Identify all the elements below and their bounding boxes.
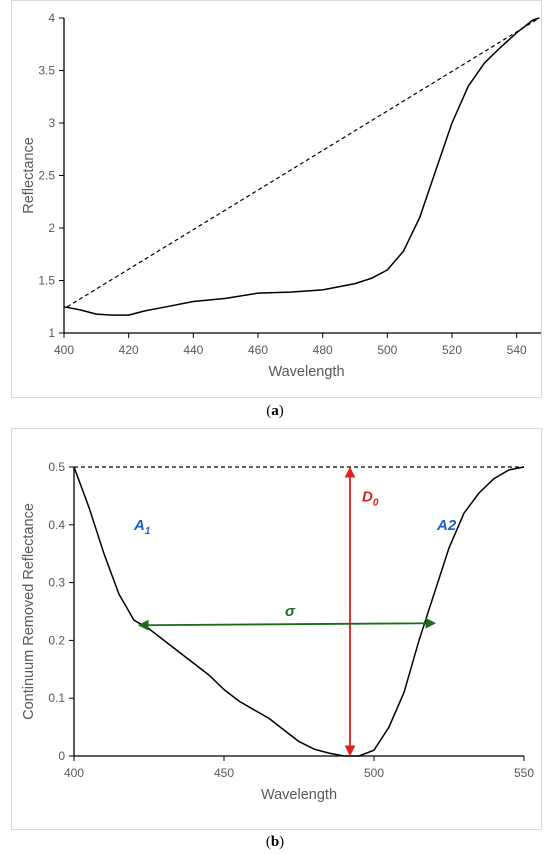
sigma-arrow xyxy=(137,617,437,631)
x-tick-label: 400 xyxy=(54,343,74,357)
x-tick-label: 540 xyxy=(507,343,527,357)
x-tick-label: 480 xyxy=(313,343,333,357)
x-axis-label: Wavelength xyxy=(268,364,344,380)
x-tick-label: 400 xyxy=(64,766,84,780)
chart-a-panel: 400 420 440 460 480 500 520 540 1 1.5 2 2.5 3 3.5 4 Wav… xyxy=(11,0,549,398)
y-tick-label: 3 xyxy=(48,116,55,130)
caption-a-letter: a xyxy=(271,403,279,419)
caption-b-open: ( xyxy=(265,834,271,850)
chart-b-panel: 400 450 500 550 0 0.1 0.2 0.3 0.4 0.5 Wavelength Co… xyxy=(11,428,542,830)
x-tick-label: 500 xyxy=(377,343,397,357)
y-axis-label: Continuum Removed Reflectance xyxy=(21,503,37,720)
y-tick-label: 0.2 xyxy=(48,633,65,647)
x-tick-label: 440 xyxy=(183,343,203,357)
sigma-label: σ xyxy=(285,603,296,620)
y-tick-label: 2.5 xyxy=(38,169,55,183)
y-tick-label: 0 xyxy=(58,749,65,763)
caption-b: (b) xyxy=(0,834,550,851)
x-axis-label: Wavelength xyxy=(261,787,337,803)
a1-label: A1 xyxy=(133,517,151,537)
y-tick-label: 1 xyxy=(48,326,55,340)
x-tick-label: 420 xyxy=(119,343,139,357)
x-tick-label: 460 xyxy=(248,343,268,357)
y-tick-label: 0.3 xyxy=(48,576,65,590)
a2-label: A2 xyxy=(436,517,457,534)
x-tick-label: 550 xyxy=(514,766,534,780)
caption-b-letter: b xyxy=(270,834,280,850)
x-tick-label: 520 xyxy=(442,343,462,357)
y-tick-label: 2 xyxy=(48,221,55,235)
x-tick-label: 450 xyxy=(214,766,234,780)
a1-subscript: 1 xyxy=(145,526,151,537)
caption-b-close: ) xyxy=(279,834,285,850)
d0-subscript: 0 xyxy=(373,498,379,509)
y-tick-label: 0.5 xyxy=(48,460,65,474)
y-tick-label: 4 xyxy=(48,11,55,25)
y-axis-label: Reflectance xyxy=(21,137,37,214)
caption-a-open: ( xyxy=(266,403,272,419)
spectrum-line xyxy=(73,466,525,757)
chart-b: 400 450 500 550 0 0.1 0.2 0.3 0.4 0.5 Wavelength Co… xyxy=(21,460,534,803)
y-tick-label: 0.1 xyxy=(48,691,65,705)
y-tick-label: 0.4 xyxy=(48,518,65,532)
d0-label: D0 xyxy=(362,489,379,509)
continuum-line xyxy=(66,17,540,308)
x-tick-label: 500 xyxy=(364,766,384,780)
spectrum-line xyxy=(63,17,540,316)
y-tick-label: 1.5 xyxy=(38,274,55,288)
caption-a-close: ) xyxy=(278,403,284,419)
chart-a: 400 420 440 460 480 500 520 540 1 1.5 2 2.5 3 3.5 4 Wav… xyxy=(21,11,549,380)
caption-a: (a) xyxy=(0,403,550,420)
y-tick-label: 3.5 xyxy=(38,64,55,78)
